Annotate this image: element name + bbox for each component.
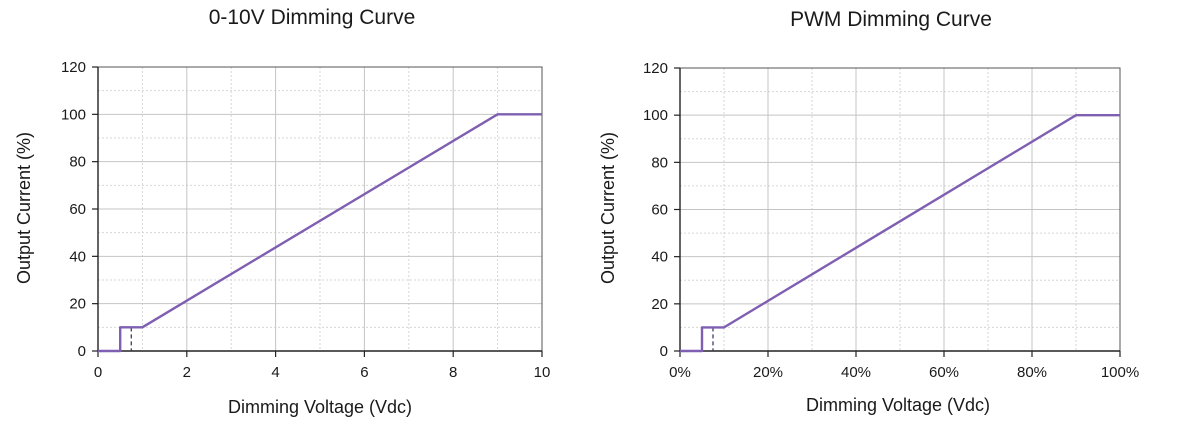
y-tick-label: 40 (69, 248, 86, 265)
x-tick-label: 60% (929, 364, 959, 381)
y-tick-label: 0 (660, 343, 668, 360)
x-axis-label: Dimming Voltage (Vdc) (228, 397, 412, 417)
dimming-curve-line (98, 113, 542, 353)
y-tick-label: 120 (61, 59, 86, 76)
y-tick-label: 20 (651, 296, 668, 313)
y-tick-label: 60 (651, 202, 668, 219)
x-tick-label: 10 (534, 364, 551, 381)
chart-title: PWM Dimming Curve (790, 8, 992, 31)
y-tick-label: 40 (651, 249, 668, 266)
x-tick-label: 4 (271, 364, 279, 381)
y-tick-label: 80 (69, 154, 86, 171)
x-tick-label: 8 (449, 364, 457, 381)
plot-grid (98, 66, 543, 351)
y-tick-label: 100 (61, 106, 86, 123)
x-tick-label: 2 (183, 364, 191, 381)
chart-0-10v-dimming: 0-10V Dimming Curve Dimming Voltage (Vdc… (14, 6, 550, 417)
y-tick-label: 80 (651, 154, 668, 171)
y-tick-label: 20 (69, 296, 86, 313)
y-tick-label: 0 (78, 343, 86, 360)
y-tick-label: 100 (643, 107, 668, 124)
plot-grid (680, 67, 1121, 351)
x-tick-label: 20% (753, 364, 783, 381)
x-axis-label: Dimming Voltage (Vdc) (806, 395, 990, 415)
y-axis-label: Output Current (%) (598, 132, 618, 284)
x-tick-label: 100% (1101, 364, 1139, 381)
y-tick-label: 120 (643, 60, 668, 77)
x-tick-label: 6 (360, 364, 368, 381)
dimming-curve-line (680, 113, 1120, 353)
chart-title: 0-10V Dimming Curve (209, 6, 416, 29)
y-axis-label: Output Current (%) (14, 132, 34, 284)
y-tick-label: 60 (69, 201, 86, 218)
x-tick-label: 80% (1017, 364, 1047, 381)
x-tick-label: 40% (841, 364, 871, 381)
chart-pwm-dimming: PWM Dimming Curve Dimming Voltage (Vdc) … (598, 8, 1139, 415)
x-tick-label: 0% (669, 364, 691, 381)
x-tick-label: 0 (94, 364, 102, 381)
